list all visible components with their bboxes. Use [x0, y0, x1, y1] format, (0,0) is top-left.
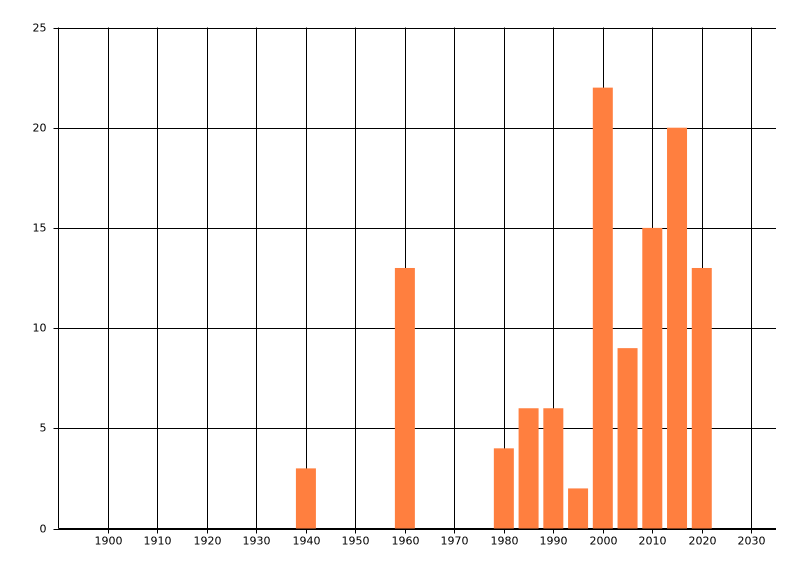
- bar: [295, 468, 316, 529]
- y-tick-label: 15: [33, 222, 47, 235]
- y-tick-label: 10: [33, 322, 47, 335]
- x-tick-label: 1970: [441, 535, 469, 548]
- bar: [568, 488, 589, 529]
- x-tick-label: 1990: [540, 535, 568, 548]
- bar: [394, 267, 415, 529]
- x-tick-label: 1920: [194, 535, 222, 548]
- y-tick-label: 5: [40, 422, 47, 435]
- x-tick-label: 2000: [590, 535, 618, 548]
- bar: [518, 408, 539, 529]
- x-tick-label: 1950: [342, 535, 370, 548]
- x-tick-label: 1930: [243, 535, 271, 548]
- bar: [543, 408, 564, 529]
- bar: [592, 87, 613, 529]
- bar: [667, 127, 688, 529]
- x-tick-label: 2030: [738, 535, 766, 548]
- y-tick-label: 20: [33, 122, 47, 135]
- x-tick-label: 1940: [293, 535, 321, 548]
- x-tick-label: 1980: [491, 535, 519, 548]
- y-tick-label: 25: [33, 22, 47, 35]
- x-tick-label: 1960: [392, 535, 420, 548]
- x-tick-label: 1900: [95, 535, 123, 548]
- bar: [642, 227, 663, 529]
- bar: [617, 348, 638, 529]
- x-tick-label: 2020: [689, 535, 717, 548]
- x-tick-label: 1910: [144, 535, 172, 548]
- bar: [691, 267, 712, 529]
- bar: [493, 448, 514, 529]
- x-tick-label: 2010: [639, 535, 667, 548]
- y-tick-label: 0: [40, 523, 47, 536]
